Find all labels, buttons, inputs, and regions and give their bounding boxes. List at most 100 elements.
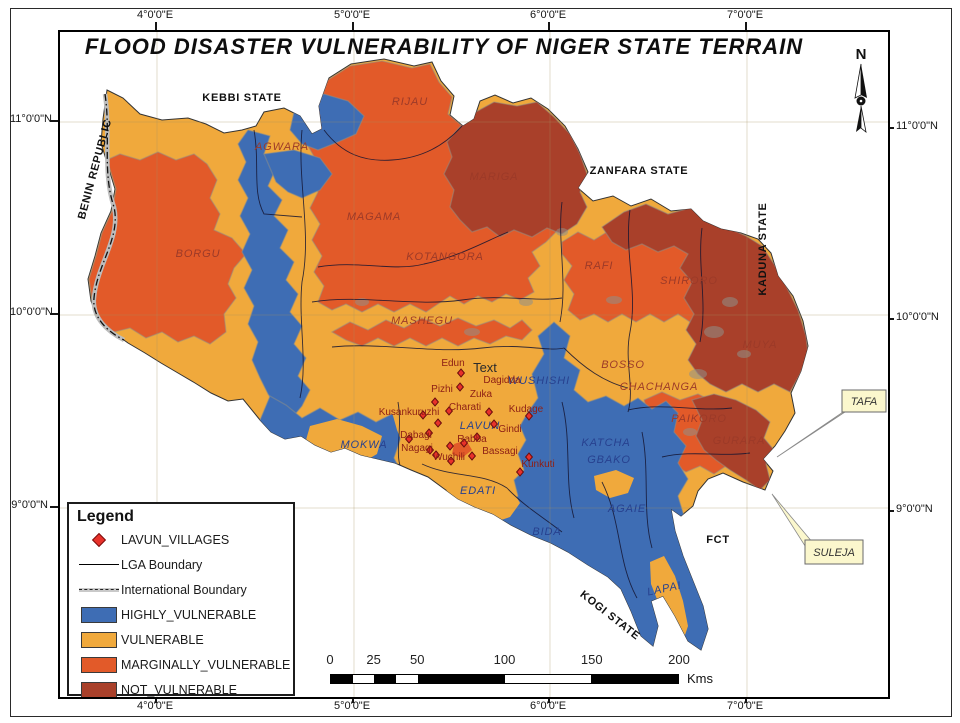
scale-bar-segment [396,675,418,683]
village-label: Wuchili [433,452,465,463]
legend-symbol [77,587,121,592]
scale-bar-number: 25 [366,652,381,667]
callout-label: TAFA [851,396,877,408]
axis-tick [155,695,157,703]
village-label: Kusankuruzhi [379,407,440,418]
legend-item: NOT_VULNERABLE [77,677,285,697]
village-label: Gindi [498,424,521,435]
gray-speck [737,350,751,358]
legend-swatch [81,631,117,648]
village-dot [459,438,469,448]
axis-tick [745,22,747,30]
axis-tick [50,120,58,122]
village-dot [489,419,499,429]
axis-label-left: 9°0'0"N [11,499,48,511]
lga-label: BIDA [532,526,561,538]
legend-symbol [77,656,121,673]
gray-speck [722,297,738,307]
lga-label: KATCHA [581,437,630,449]
village-dot [472,432,482,442]
lga-label: AGWARA [254,141,309,153]
lga-label: RIJAU [392,96,428,108]
legend-swatch [81,656,117,673]
legend-title: Legend [77,508,134,525]
island-agaie [594,470,634,498]
legend-item: LGA Boundary [77,552,285,577]
north-arrow-icon [861,64,867,98]
village-label: Dagidda [483,375,521,386]
scale-bar-segment [352,675,375,683]
axis-tick [886,127,894,129]
village-dot [467,451,477,461]
callout-box [804,539,864,565]
island-lavun-red-speck [452,440,472,458]
lga-label: GURARA [713,435,765,447]
gray-speck [606,296,622,304]
legend-item: LAVUN_VILLAGES [77,527,285,552]
legend-symbol [77,606,121,623]
village-dot [418,410,428,420]
region-marginal-north [307,60,563,313]
axis-label-right: 9°0'0"N [896,503,933,515]
axis-tick [548,22,550,30]
axis-tick [886,510,894,512]
north-arrow-icon [854,63,862,99]
legend-symbol [77,564,121,565]
axis-label-top: 4°0'0"E [136,9,174,21]
village-dot [431,450,441,460]
legend-item-label: LAVUN_VILLAGES [121,532,230,547]
axis-label-bottom: 5°0'0"E [333,700,371,712]
village-dot [433,418,443,428]
scale-bar-segment [504,675,592,683]
axis-tick [352,22,354,30]
axis-tick [155,22,157,30]
scale-bar-segment [591,675,678,683]
international-boundary-line-icon [79,587,119,592]
legend-item-label: VULNERABLE [121,632,204,647]
axis-tick [886,318,894,320]
gray-speck [689,369,707,379]
village-label: Dabagi [400,430,432,441]
scale-bar: 0 25 50 100 150 200 Kms [326,652,750,696]
village-label: Nagagi [401,443,433,454]
lga-label: MARIGA [470,171,519,183]
village-label: Bassagi [482,446,518,457]
lga-label: CHACHANGA [620,381,698,393]
village-dot [446,456,456,466]
axis-label-top: 5°0'0"E [333,9,371,21]
scale-bar-number: 100 [493,652,516,667]
legend-item: VULNERABLE [77,627,285,652]
north-arrow: N [854,46,867,133]
axis-tick [50,313,58,315]
axis-label-left: 10°0'0"N [10,306,53,318]
callout-label: SULEJA [813,547,855,559]
legend-swatch [81,681,117,697]
axis-tick [50,506,58,508]
region-not-vulnerable-northeast [443,101,588,238]
gray-speck [519,298,533,306]
gray-speck [556,228,568,236]
lga-label: KOTANGORA [406,251,484,263]
scale-bar-segment [331,675,353,683]
map-title: FLOOD DISASTER VULNERABILITY OF NIGER ST… [84,34,804,59]
north-arrow-icon [856,106,861,132]
scale-bar-number: 150 [580,652,603,667]
legend-item-label: International Boundary [121,582,247,597]
village-label: Pizhi [431,384,453,395]
gray-speck [464,328,480,336]
scale-bar-number: 0 [326,652,334,667]
legend-items: LAVUN_VILLAGES LGA Boundary International … [77,527,290,697]
lga-label: RAFI [585,260,614,272]
lga-label: BOSSO [601,359,645,371]
village-dot [424,428,434,438]
region-marginal-mashegu [330,317,533,347]
axis-label-right: 10°0'0"N [896,311,939,323]
lga-label: MUYA [743,339,778,351]
state-name-label: FCT [706,534,729,546]
axis-label-left: 11°0'0"N [10,113,53,125]
village-point-icon [91,532,107,547]
village-dot [515,467,525,477]
north-label: N [856,46,867,63]
lga-label: PAIKORO [671,413,727,425]
